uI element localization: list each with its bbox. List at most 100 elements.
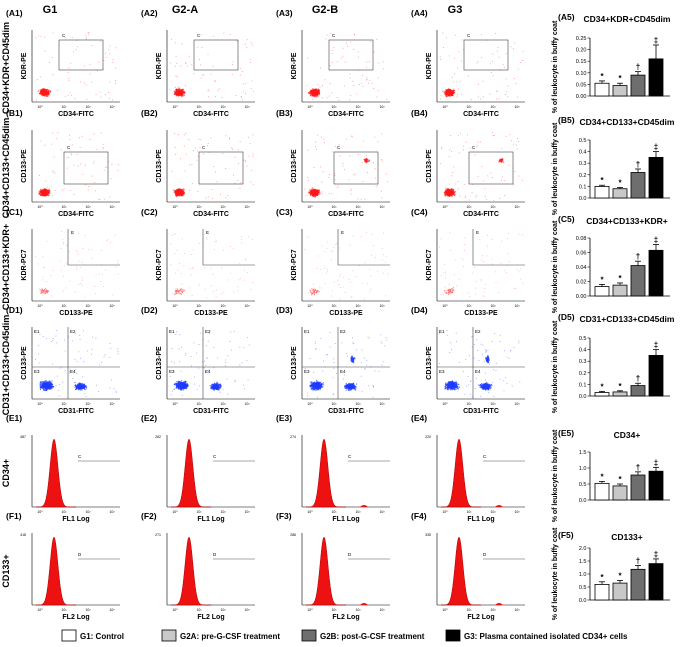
event-dot <box>452 91 454 93</box>
event-dot <box>497 46 499 48</box>
event-dot <box>177 89 179 91</box>
event-dot <box>354 173 356 175</box>
event-dot <box>40 193 42 195</box>
event-dot <box>342 55 344 57</box>
event-dot <box>71 154 73 156</box>
event-dot <box>476 144 478 146</box>
event-dot <box>444 195 446 197</box>
event-dot <box>182 91 184 93</box>
event-dot <box>50 275 52 277</box>
event-dot <box>313 290 315 292</box>
event-dot <box>185 85 187 86</box>
event-dot <box>451 90 453 93</box>
event-dot <box>181 290 183 292</box>
event-dot <box>96 70 98 72</box>
event-dot <box>314 90 316 92</box>
event-dot <box>84 164 86 166</box>
event-dot <box>44 144 46 146</box>
event-dot <box>238 149 239 151</box>
event-dot <box>310 190 313 192</box>
event-dot <box>513 78 515 79</box>
event-dot <box>43 94 45 96</box>
gate-box <box>198 151 244 185</box>
event-dot <box>199 59 201 61</box>
x-axis-label: CD133-PE <box>464 310 498 317</box>
event-dot <box>246 165 248 167</box>
event-dot <box>377 62 379 64</box>
event-dot <box>445 190 447 192</box>
event-dot <box>522 179 523 181</box>
event-dot <box>44 94 46 96</box>
event-dot <box>71 233 73 235</box>
event-dot <box>180 192 182 194</box>
event-dot <box>446 194 448 196</box>
event-dot <box>451 193 453 195</box>
x-tick-label: 10¹ <box>61 105 67 109</box>
event-dot <box>446 94 449 96</box>
event-dot <box>495 33 497 35</box>
event-dot <box>174 233 176 234</box>
event-dot <box>451 151 453 153</box>
event-dot <box>377 141 379 143</box>
event-dot <box>82 173 84 175</box>
event-dot <box>210 73 212 75</box>
event-dot <box>314 191 316 193</box>
event-dot <box>47 191 49 193</box>
event-dot <box>451 76 453 78</box>
gate-box <box>333 151 379 185</box>
event-dot <box>41 95 43 97</box>
event-dot <box>442 47 444 49</box>
event-dot <box>448 92 450 94</box>
event-dot <box>202 242 203 244</box>
event-dot <box>183 289 185 291</box>
event-dot <box>81 279 83 281</box>
event-dot <box>366 79 368 81</box>
event-dot <box>193 72 195 74</box>
event-dot <box>186 65 188 67</box>
event-dot <box>356 93 358 95</box>
event-dot <box>342 47 344 49</box>
event-dot <box>112 99 113 101</box>
event-dot <box>482 96 484 98</box>
event-dot <box>313 189 315 192</box>
event-dot <box>175 42 177 44</box>
event-dot <box>179 94 181 96</box>
event-dot <box>48 94 50 96</box>
event-dot <box>338 284 340 286</box>
event-dot <box>102 147 104 149</box>
event-dot <box>176 195 178 197</box>
event-dot <box>177 93 179 96</box>
event-dot <box>312 93 315 95</box>
event-dot <box>331 62 333 63</box>
event-dot <box>235 94 237 96</box>
event-dot <box>452 192 454 194</box>
event-dot <box>459 195 461 197</box>
event-dot <box>81 262 83 263</box>
event-dot <box>46 192 48 194</box>
event-dot <box>115 67 117 69</box>
event-dot <box>454 191 456 193</box>
event-dot <box>493 134 495 136</box>
event-dot <box>439 56 441 58</box>
event-dot <box>39 288 41 290</box>
event-dot <box>500 160 502 162</box>
event-dot <box>47 90 49 92</box>
event-dot <box>170 243 172 245</box>
event-dot <box>319 192 321 194</box>
event-dot <box>321 245 323 247</box>
gate-label: C <box>467 33 471 38</box>
event-dot <box>173 93 175 95</box>
event-dot <box>42 279 44 281</box>
event-dot <box>463 145 464 147</box>
event-dot <box>45 91 47 93</box>
event-dot <box>363 159 365 161</box>
x-tick-label: 10² <box>220 105 226 109</box>
event-dot <box>464 197 466 199</box>
event-dot <box>319 269 321 270</box>
event-dot <box>312 194 314 196</box>
event-dot <box>232 64 234 66</box>
event-dot <box>336 61 338 63</box>
event-dot <box>349 244 351 246</box>
event-dot <box>239 141 241 143</box>
event-dot <box>48 91 50 94</box>
